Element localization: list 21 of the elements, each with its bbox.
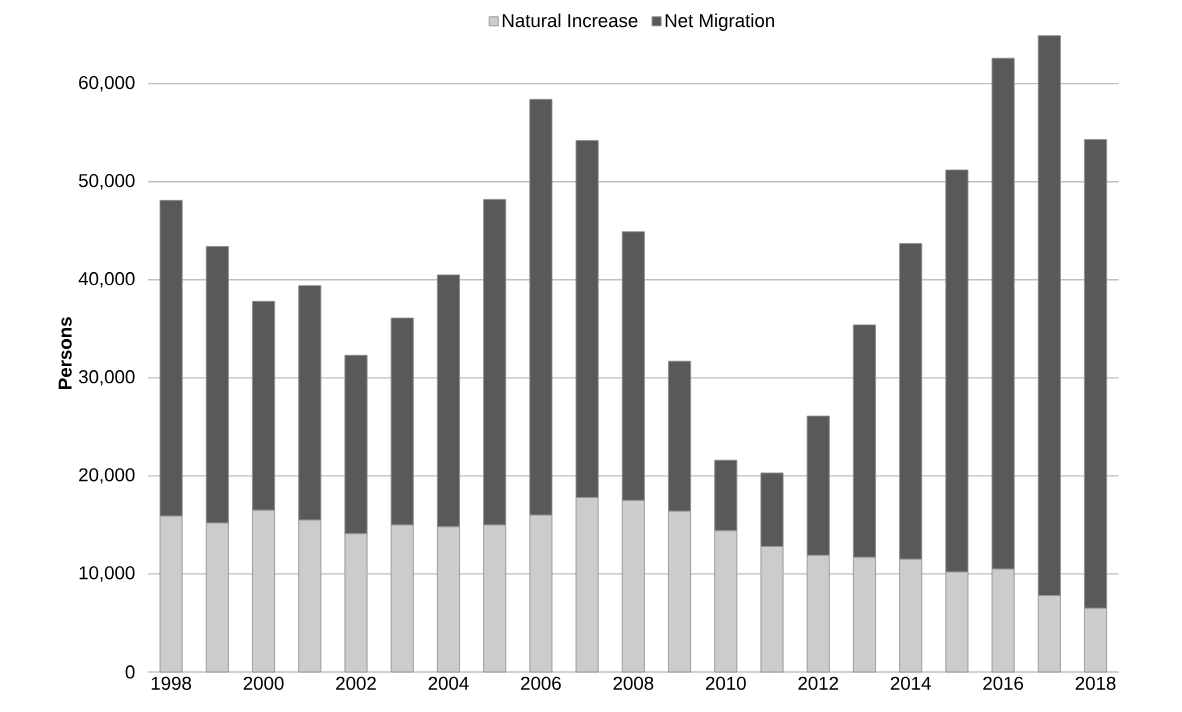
x-tick-label: 2014 (890, 676, 931, 690)
x-tick-label: 2008 (613, 676, 654, 690)
x-tick-label: 1998 (151, 676, 192, 690)
x-tick-label: 2012 (798, 676, 839, 690)
y-tick-label: 30,000 (78, 370, 135, 386)
x-tick-label: 2004 (428, 676, 469, 690)
x-tick-label: 2010 (705, 676, 746, 690)
x-tick-label: 2018 (1075, 676, 1116, 690)
y-tick-label: 0 (125, 665, 135, 679)
legend-label: Natural Increase (502, 13, 638, 28)
y-tick-label: 20,000 (79, 468, 135, 484)
y-axis-title: Persons (58, 317, 72, 389)
y-tick-label: 10,000 (79, 566, 135, 582)
y-tick-label: 50,000 (78, 174, 135, 190)
legend-label: Net Migration (665, 13, 774, 31)
x-tick-label: 2002 (336, 676, 376, 690)
y-tick-label: 40,000 (78, 272, 135, 288)
x-tick-label: 2000 (243, 676, 284, 690)
y-tick-label: 60,000 (79, 75, 135, 92)
x-tick-label: 2006 (521, 676, 561, 690)
x-tick-label: 2016 (983, 676, 1024, 690)
